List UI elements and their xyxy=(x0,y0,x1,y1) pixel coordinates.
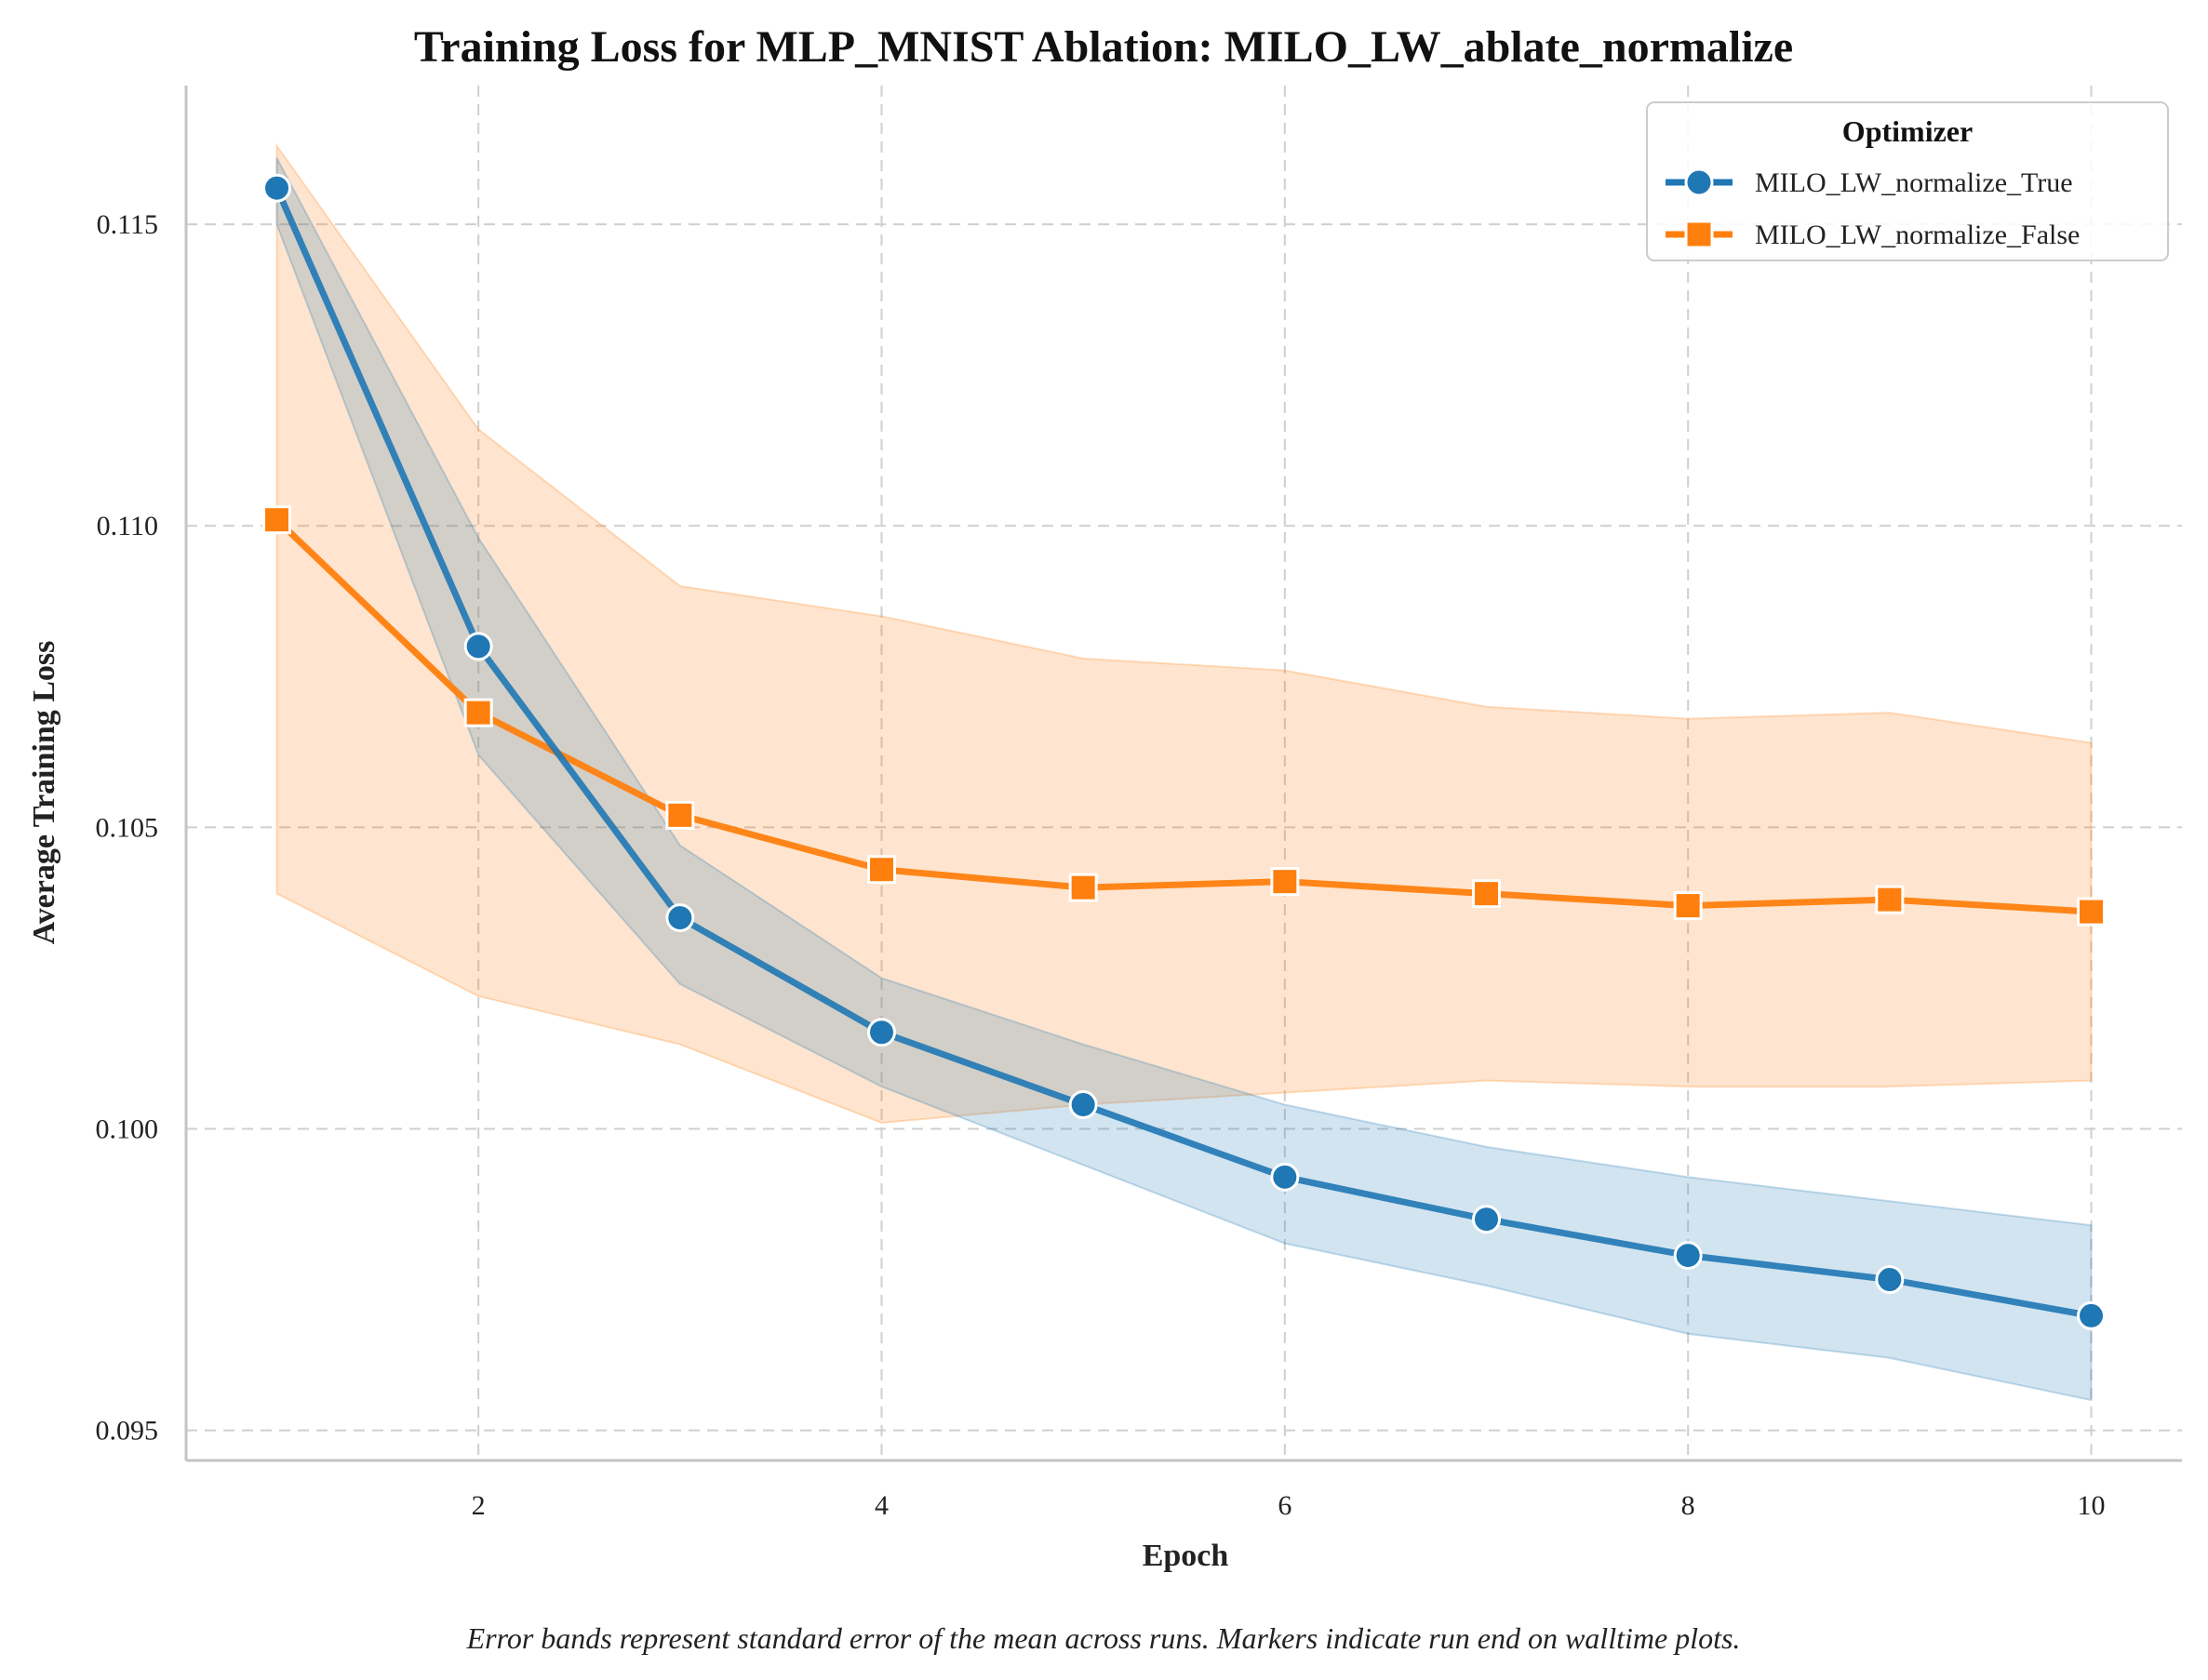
data-point-marker xyxy=(1068,1090,1098,1120)
error-band xyxy=(275,157,2093,1402)
y-tick-label: 0.095 xyxy=(96,1416,159,1447)
legend-swatch-marker xyxy=(1684,167,1714,197)
y-tick-label: 0.100 xyxy=(96,1113,159,1144)
data-point-marker xyxy=(1270,1162,1300,1192)
y-tick-label: 0.110 xyxy=(97,511,158,541)
data-point-marker xyxy=(2077,1300,2106,1330)
error-band xyxy=(275,142,2093,1124)
data-point-marker xyxy=(463,698,493,727)
data-point-marker xyxy=(867,855,896,885)
legend-label: MILO_LW_normalize_False xyxy=(1755,220,2080,250)
data-point-marker xyxy=(1270,867,1300,897)
y-tick-labels: 0.095 0.100 0.105 0.110 0.115 xyxy=(96,209,159,1446)
x-axis-label: Epoch xyxy=(1143,1539,1229,1573)
legend-label: MILO_LW_normalize_True xyxy=(1755,167,2073,198)
y-axis-label: Average Training Loss xyxy=(27,641,61,945)
series-line xyxy=(274,516,2094,915)
series-line xyxy=(274,184,2094,1319)
data-point-marker xyxy=(867,1018,896,1047)
series-lines xyxy=(274,184,2094,1319)
x-tick-label: 10 xyxy=(2078,1490,2106,1521)
x-tick-label: 4 xyxy=(875,1490,889,1521)
data-point-marker xyxy=(1875,1265,1905,1295)
data-point-marker xyxy=(1673,1241,1703,1271)
data-point-marker xyxy=(262,505,291,535)
x-tick-label: 6 xyxy=(1278,1490,1291,1521)
x-tick-label: 8 xyxy=(1681,1490,1695,1521)
error-bands xyxy=(275,142,2093,1402)
data-point-marker xyxy=(2077,897,2106,927)
data-point-marker xyxy=(463,632,493,661)
y-tick-label: 0.105 xyxy=(96,812,159,843)
data-point-marker xyxy=(1472,879,1501,909)
legend: Optimizer MILO_LW_normalize_TrueMILO_LW_… xyxy=(1646,101,2169,261)
y-tick-label: 0.115 xyxy=(97,209,158,240)
chart-title: Training Loss for MLP_MNIST Ablation: MI… xyxy=(414,22,1793,72)
data-point-marker xyxy=(1472,1205,1501,1234)
legend-title: Optimizer xyxy=(1842,114,1973,148)
series-markers xyxy=(262,173,2106,1330)
data-point-marker xyxy=(1673,891,1703,921)
legend-swatch-marker xyxy=(1684,220,1714,249)
data-point-marker xyxy=(665,903,695,933)
chart-caption: Error bands represent standard error of … xyxy=(466,1621,1741,1655)
data-point-marker xyxy=(1875,885,1905,914)
data-point-marker xyxy=(1068,873,1098,902)
data-point-marker xyxy=(665,800,695,830)
legend-items: MILO_LW_normalize_True MILO_LW_normalize_… xyxy=(1666,167,2080,250)
x-tick-label: 2 xyxy=(472,1490,486,1521)
data-point-marker xyxy=(262,173,291,203)
x-tick-labels: 2 4 6 8 10 xyxy=(472,1490,2106,1521)
legend-frame xyxy=(1646,101,2169,261)
